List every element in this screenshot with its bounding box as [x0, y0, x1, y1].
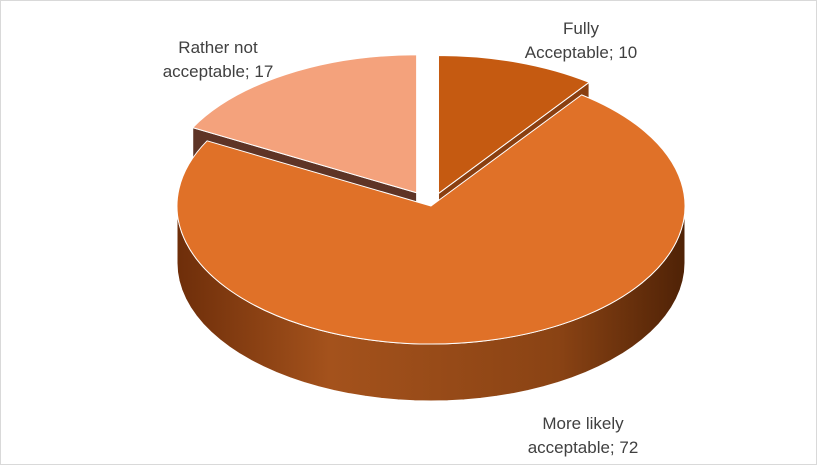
data-label-rather-not-acceptable: Rather not acceptable; 17 — [163, 38, 274, 81]
data-label-line: Acceptable; 10 — [525, 43, 637, 62]
data-label-line: acceptable; 17 — [163, 62, 274, 81]
data-label-line: Fully — [563, 19, 599, 38]
data-label-fully-acceptable: Fully Acceptable; 10 — [525, 19, 637, 62]
pie-labels: Fully Acceptable; 10 More likely acceptable… — [163, 19, 639, 457]
data-label-line: acceptable; 72 — [528, 438, 639, 457]
slice-fully-acceptable — [437, 54, 590, 194]
data-label-line: Rather not — [178, 38, 258, 57]
data-label-line: More likely — [542, 414, 624, 433]
data-label-more-likely-acceptable: More likely acceptable; 72 — [528, 414, 639, 457]
pie-tops — [176, 54, 686, 345]
slice-rather-not-acceptable — [192, 54, 418, 194]
slice-more-likely-acceptable — [176, 94, 686, 345]
